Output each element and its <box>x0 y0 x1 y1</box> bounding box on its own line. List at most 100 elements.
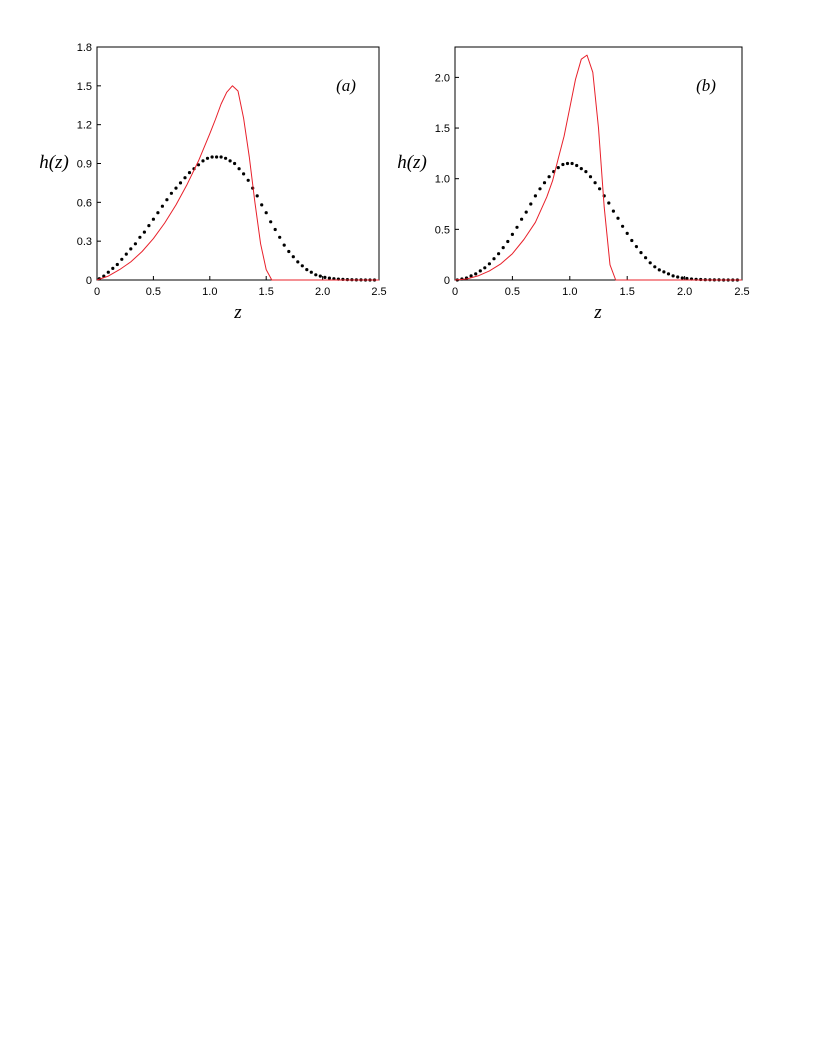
y-tick-label: 0 <box>444 275 450 287</box>
data-point <box>529 202 533 206</box>
data-point <box>575 163 579 168</box>
model-curve-line <box>96 85 379 281</box>
y-axis-label-b: h(z) <box>397 152 427 173</box>
data-point <box>201 159 205 163</box>
data-point <box>533 194 538 198</box>
data-point <box>210 155 214 159</box>
data-point <box>680 276 684 280</box>
data-point <box>287 249 291 254</box>
data-point <box>219 155 223 159</box>
data-point <box>639 251 643 255</box>
y-tick-label: 1.5 <box>77 81 92 93</box>
data-point <box>133 242 137 246</box>
data-point <box>291 255 295 259</box>
data-point <box>593 181 597 185</box>
data-point <box>520 217 524 221</box>
data-point <box>115 262 119 267</box>
y-axis-a: 0 0.3 0.6 0.9 1.2 1.5 1.8 <box>77 42 101 287</box>
data-point <box>156 211 160 215</box>
series-group-a <box>96 85 379 282</box>
data-point <box>341 277 345 281</box>
data-point <box>183 176 187 180</box>
data-point <box>538 187 542 191</box>
data-point <box>246 178 250 182</box>
data-point <box>323 275 327 279</box>
y-tick-label: 0.9 <box>77 159 92 171</box>
data-point <box>129 247 133 251</box>
y-tick-label: 1.0 <box>435 174 450 186</box>
data-point <box>138 235 142 239</box>
data-point <box>233 161 237 166</box>
y-tick-label: 0 <box>86 275 92 287</box>
data-point <box>483 266 487 270</box>
data-point <box>124 252 128 256</box>
data-point <box>648 261 652 265</box>
data-point <box>671 274 675 278</box>
x-axis-a: 0 0.5 1.0 1.5 2.0 2.5 <box>94 276 387 298</box>
data-point <box>497 252 501 256</box>
data-point <box>676 275 680 279</box>
model-curve-line <box>454 54 742 281</box>
data-point <box>662 270 666 274</box>
data-point <box>584 170 588 174</box>
data-point <box>187 171 192 175</box>
data-point <box>224 156 228 160</box>
x-tick-label: 1.5 <box>259 286 274 298</box>
data-point <box>542 181 547 185</box>
data-point <box>506 239 510 244</box>
panel-label-b: (b) <box>696 76 716 95</box>
data-point <box>625 231 629 235</box>
data-point <box>611 209 616 213</box>
data-point <box>278 235 282 239</box>
y-tick-label: 0.5 <box>435 224 450 236</box>
data-point <box>327 276 331 280</box>
data-point <box>556 166 560 170</box>
data-point <box>205 156 210 160</box>
data-point <box>273 227 277 232</box>
data-point <box>169 191 173 195</box>
x-axis-label-a: z <box>233 302 242 323</box>
y-axis-b: 0 0.5 1.0 1.5 2.0 <box>435 72 459 287</box>
y-tick-label: 0.3 <box>77 236 92 248</box>
data-point <box>147 224 151 228</box>
data-point <box>296 260 300 264</box>
x-axis-label-b: z <box>593 302 602 323</box>
x-tick-label: 0 <box>452 286 458 298</box>
data-point <box>588 175 593 179</box>
panel-b: 0 0.5 1.0 1.5 2.0 2.5 00.51.01.52.0 (b) h(z) … <box>397 46 750 323</box>
y-tick-label: 1.8 <box>77 42 92 54</box>
data-point <box>242 172 246 176</box>
x-axis-b: 0 0.5 1.0 1.5 2.0 2.5 <box>452 276 750 298</box>
data-point <box>579 167 583 171</box>
data-point <box>547 175 551 179</box>
data-point <box>685 276 689 281</box>
data-point <box>510 232 514 236</box>
data-point <box>616 216 620 220</box>
data-point <box>653 265 657 269</box>
data-point <box>318 274 322 278</box>
data-point <box>501 246 505 250</box>
data-point <box>621 224 625 228</box>
x-tick-label: 2.0 <box>315 286 330 298</box>
data-point <box>264 211 268 215</box>
series-group-b <box>454 54 742 282</box>
data-point <box>300 264 304 268</box>
x-tick-label: 1.0 <box>202 286 217 298</box>
data-point <box>570 161 574 166</box>
data-point <box>142 230 146 234</box>
data-point <box>634 245 639 249</box>
data-point <box>269 220 273 224</box>
data-point <box>178 181 183 185</box>
data-point <box>598 187 602 191</box>
panel-a: 0 0.5 1.0 1.5 2.0 2.5 0 0.3 0.6 0.9 1.2 1.5 1.8 (a)… <box>39 42 386 323</box>
x-tick-label: 1.5 <box>620 286 635 298</box>
x-tick-label: 1.0 <box>562 286 577 298</box>
data-point <box>565 161 570 166</box>
data-point <box>106 270 110 274</box>
data-point <box>282 243 286 247</box>
y-tick-label: 1.2 <box>77 120 92 132</box>
x-tick-label: 0 <box>94 286 100 298</box>
data-point <box>487 262 491 266</box>
data-point <box>120 257 124 261</box>
